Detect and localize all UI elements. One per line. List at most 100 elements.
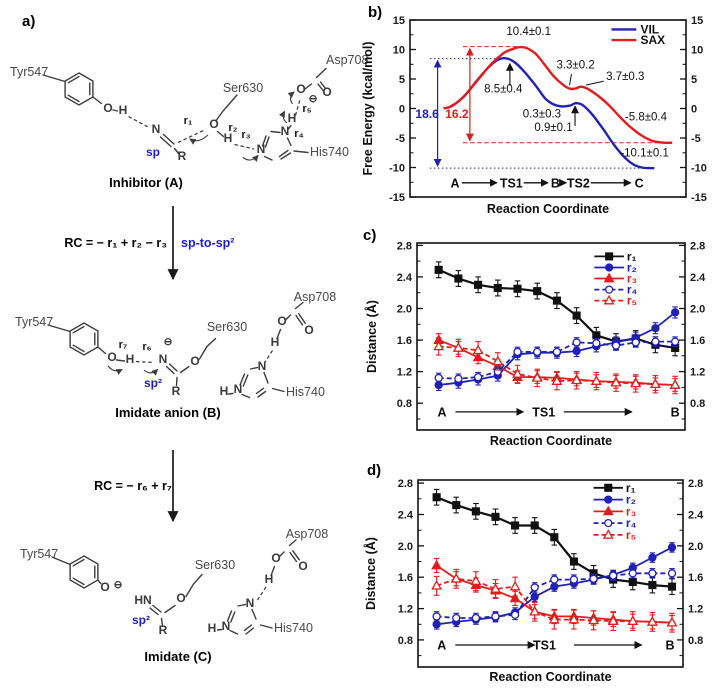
atom-H: H [208, 621, 217, 635]
marker-circle [530, 592, 539, 601]
marker-circle [572, 346, 581, 356]
legend-label: SAX [640, 33, 665, 47]
atom-R: R [178, 149, 187, 163]
hydrogen-bonds [256, 586, 267, 601]
y-tick-label-right: 0.8 [690, 398, 705, 410]
structure-caption: Inhibitor (A) [109, 175, 183, 190]
r4-label: r₄ [294, 128, 304, 140]
y-tick-label: 1.2 [398, 604, 413, 616]
marker-circle [651, 324, 660, 333]
marker-square [511, 521, 520, 530]
bond-lines [47, 301, 306, 399]
marker-triangle [450, 572, 462, 583]
panel-a-label: a) [22, 13, 35, 30]
legend-label: r₅ [627, 294, 637, 308]
structure-caption: Imidate anion (B) [115, 405, 220, 420]
flow-state-label: A [437, 639, 446, 653]
flow-state-label: TS1 [533, 639, 556, 653]
atom-N: N [246, 596, 255, 610]
atom-O: O [209, 117, 218, 131]
atom-O: O [190, 354, 199, 368]
flow-state-label: B [671, 405, 680, 419]
marker-triangle [646, 616, 658, 626]
marker-circle [604, 495, 613, 504]
marker-square [474, 280, 483, 289]
y-tick-label: 0 [399, 104, 405, 116]
atom-O: O [304, 323, 313, 337]
atom-O: O [271, 551, 280, 565]
marker-circle [552, 347, 562, 357]
atom-O: O [100, 580, 109, 594]
marker-square [434, 265, 443, 274]
curved-arrows [107, 365, 159, 376]
marker-circle [648, 569, 657, 578]
y-tick-label: 2.0 [398, 541, 413, 553]
marker-triangle [452, 342, 464, 352]
marker-circle [589, 574, 598, 583]
bond-lines [51, 539, 300, 635]
marker-triangle [603, 294, 615, 305]
marker-circle [651, 337, 660, 346]
atom-N: N [152, 122, 161, 136]
marker-circle [530, 583, 539, 592]
marker-square [432, 493, 441, 502]
y-tick-label: -10 [389, 163, 405, 175]
marker-circle [510, 610, 520, 620]
y-tick-label: 5 [399, 74, 405, 86]
y-tick-label: 15 [393, 15, 405, 27]
atom-H: H [220, 384, 229, 398]
y-axis-label: Distance (Å) [363, 537, 378, 610]
y-tick-label: -5 [395, 133, 405, 145]
marker-circle [550, 575, 559, 584]
marker-square [533, 287, 542, 296]
marker-triangle [602, 505, 614, 516]
flow-state-label: A [450, 176, 459, 190]
residue-label: His740 [310, 145, 349, 159]
annotation-leader [585, 80, 604, 86]
marker-triangle [610, 376, 622, 387]
sp-label: sp [146, 145, 160, 159]
marker-triangle [529, 605, 541, 616]
marker-circle [609, 571, 618, 580]
atom-O: O [322, 85, 331, 99]
atom-R: R [159, 623, 168, 637]
y-tick-label: 1.2 [397, 367, 412, 379]
y-tick-label-right: 2.4 [690, 272, 706, 284]
marker-triangle [509, 580, 521, 591]
annotation-text: -5.8±0.4 [625, 111, 668, 123]
atom-HN: HN [134, 593, 151, 607]
mechanism-panel: a) [10, 13, 368, 664]
atom-O: O [296, 82, 305, 96]
legend-label: VIL [640, 22, 659, 36]
marker-square [454, 274, 463, 283]
marker-square [605, 252, 614, 261]
atom-R: R [172, 384, 181, 398]
hydrogen-bonds [135, 350, 274, 364]
marker-triangle [490, 583, 501, 593]
marker-square [667, 582, 677, 591]
residue-label: Asp708 [286, 527, 328, 541]
marker-triangle [433, 340, 445, 351]
residue-label: Tyr547 [15, 315, 53, 329]
marker-circle [604, 518, 613, 528]
residue-label: His740 [274, 621, 313, 635]
flow-state-label: TS1 [500, 176, 523, 190]
marker-circle [432, 612, 441, 621]
residue-label: His740 [286, 385, 325, 399]
annotation-text: 3.3±0.2 [556, 59, 594, 71]
marker-triangle [492, 355, 504, 366]
x-axis-label: Reaction Coordinate [490, 434, 612, 448]
bond-lines [42, 67, 327, 161]
y-tick-label-right: 1.6 [688, 572, 703, 584]
marker-square [513, 284, 522, 293]
residue-label: Ser630 [207, 320, 247, 334]
marker-triangle [568, 613, 580, 624]
marker-triangle [607, 615, 619, 625]
y-tick-label-right: 0.8 [688, 635, 703, 647]
marker-square [493, 283, 502, 293]
marker-circle [473, 372, 483, 382]
residue-label: Ser630 [195, 558, 235, 572]
residue-label: Asp708 [294, 290, 336, 304]
y-tick-label-right: 2.8 [690, 240, 705, 252]
